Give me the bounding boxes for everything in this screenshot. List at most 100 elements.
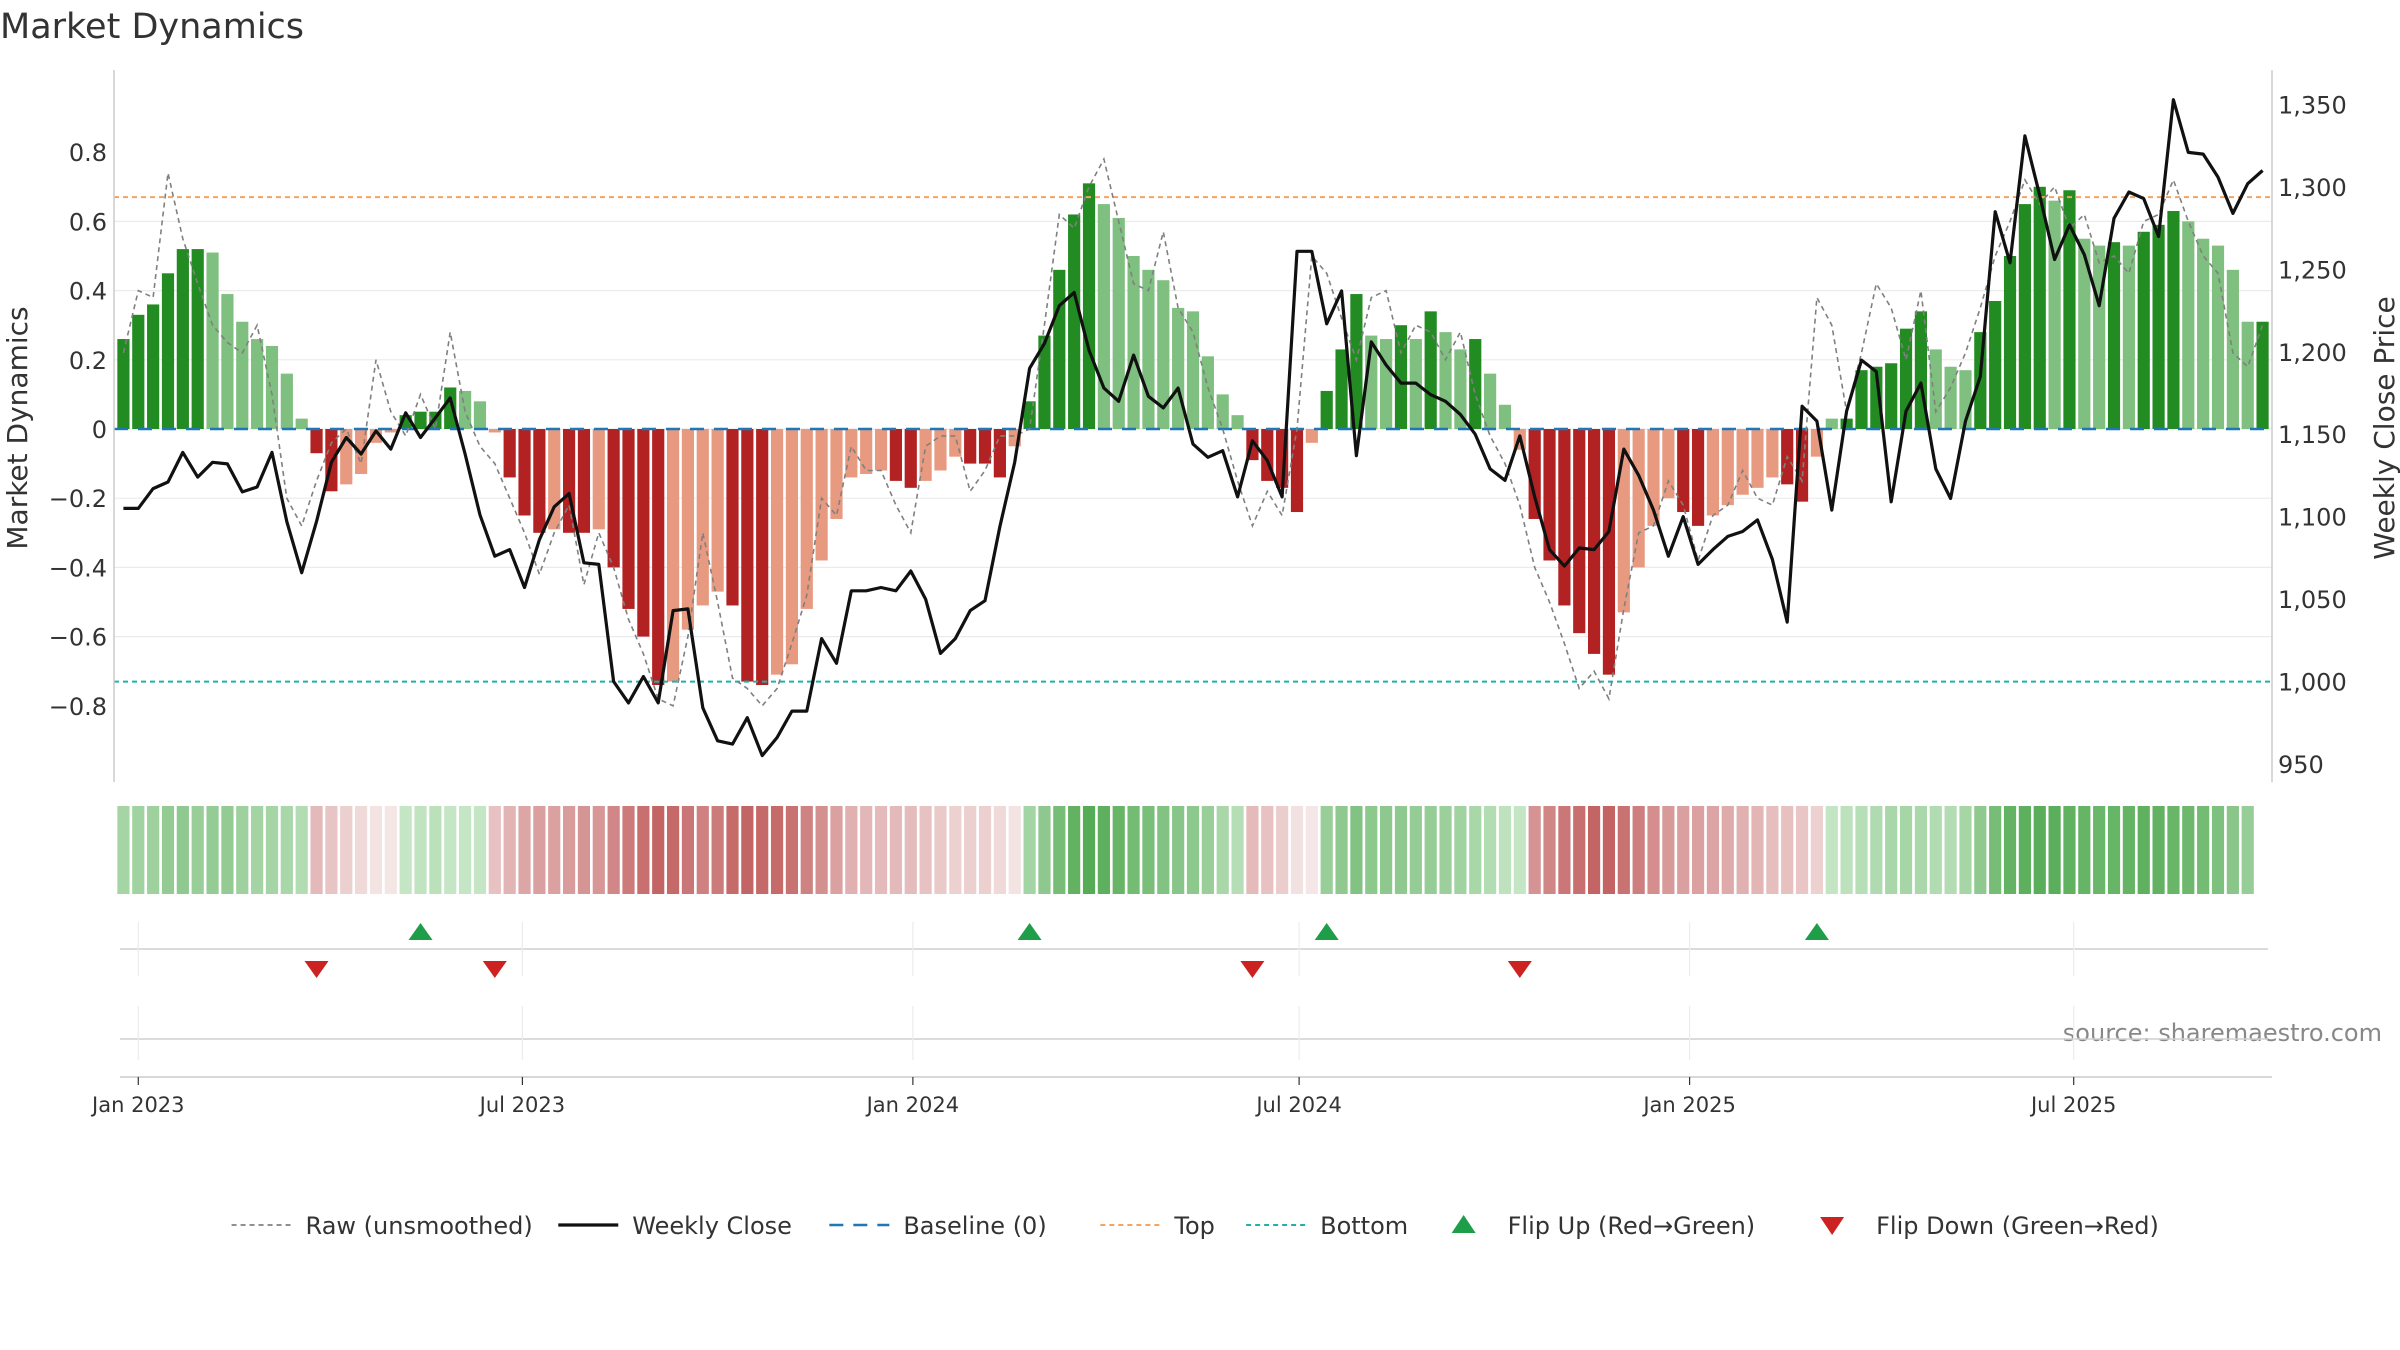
regime-cell [1543,806,1556,894]
regime-cell [1602,806,1616,894]
regime-cell [637,806,650,894]
bar [1082,183,1096,429]
regime-cell [310,806,323,894]
regime-cell [2107,806,2121,894]
bar [1691,429,1705,526]
bar [815,429,828,561]
x-tick-label: Jul 2024 [1254,1093,1341,1117]
regime-cell [1959,806,1972,894]
regime-cell [1825,806,1838,894]
regime-cell [265,806,279,894]
regime-cell [1231,806,1244,894]
regime-cell [2197,806,2210,894]
bar [1840,418,1853,429]
bar [2078,238,2091,429]
y-right-tick-label: 1,350 [2278,92,2347,120]
y-right-tick-label: 1,250 [2278,256,2347,284]
bar [1558,429,1571,606]
bar [251,339,264,429]
raw-series-line [122,156,2264,708]
flip-down-marker [1507,961,1532,978]
x-tick-label: Jan 2025 [1641,1093,1736,1117]
regime-cell [2003,806,2017,894]
regime-cell [1617,806,1630,894]
regime-cell [1677,806,1690,894]
bar [592,429,605,530]
y-right-tick-label: 1,100 [2278,504,2347,532]
regime-cell [1899,806,1913,894]
legend-label: Bottom [1320,1212,1408,1240]
x-axis: Jan 2023 Jul 2023 Jan 2024 Jul 2024 Jan 2025… [90,1077,2116,1117]
regime-cell [1810,806,1824,894]
regime-cell [964,806,977,894]
bar [310,429,323,454]
regime-cell [1290,806,1304,894]
regime-cell [1053,806,1066,894]
regime-cell [2018,806,2031,894]
regime-cell [2211,806,2225,894]
bar [1929,349,1942,429]
y-right-tick-label: 1,200 [2278,339,2347,367]
regime-cell [236,806,249,894]
regime-cell [756,806,769,894]
regime-cell [2063,806,2076,894]
legend-label: Raw (unsmoothed) [306,1212,533,1240]
regime-cell [1335,806,1348,894]
bar [2137,231,2150,429]
y-right-tick-label: 1,050 [2278,586,2347,614]
y-left-tick-label: 0.8 [69,139,107,167]
regime-cell [1513,806,1526,894]
bar [265,345,279,429]
bar [577,429,591,533]
flip-up-marker [408,923,433,940]
regime-cell [1201,806,1214,894]
bar [1097,204,1110,429]
bar [1112,217,1125,429]
axes: 0.8 0.6 0.4 0.2 0 −0.2 −0.4 −0.6 −0.8 1,350 1,300 1… [49,70,2347,782]
x-tick-label: Jul 2025 [2029,1093,2116,1117]
flip-down-marker [1240,961,1265,978]
regime-cell [147,806,160,894]
bar [1320,390,1333,429]
regime-cell [592,806,605,894]
regime-cell [1365,806,1378,894]
bar [1201,356,1214,429]
bar [1454,349,1467,429]
regime-cell [1142,806,1155,894]
regime-cell [191,806,204,894]
bar [1573,429,1586,634]
regime-cell [2226,806,2239,894]
regime-cell [340,806,353,894]
bar [830,429,843,519]
regime-cell [666,806,680,894]
regime-cell [117,806,130,894]
regime-cell [1484,806,1497,894]
regime-cell [1855,806,1868,894]
bar [1394,325,1408,429]
regime-cell [533,806,546,894]
regime-cell [1989,806,2002,894]
regime-cell [622,806,635,894]
bar [147,304,160,429]
y-right-tick-label: 950 [2278,751,2324,779]
regime-cell [607,806,620,894]
bar [2256,321,2269,429]
bar [488,429,501,433]
bar [607,429,620,568]
regime-cell [2182,806,2195,894]
flip-up-marker [1804,923,1829,940]
regime-strip [117,806,2254,894]
bar [161,273,175,429]
flip-up-marker [1314,923,1339,940]
regime-cell [1573,806,1586,894]
bar [845,429,858,478]
regime-cell [1157,806,1170,894]
regime-cell [1424,806,1437,894]
bar [770,429,784,675]
regime-cell [1038,806,1051,894]
regime-cell [399,806,412,894]
regime-cell [1498,806,1512,894]
bar [681,429,695,630]
regime-cell [295,806,308,894]
